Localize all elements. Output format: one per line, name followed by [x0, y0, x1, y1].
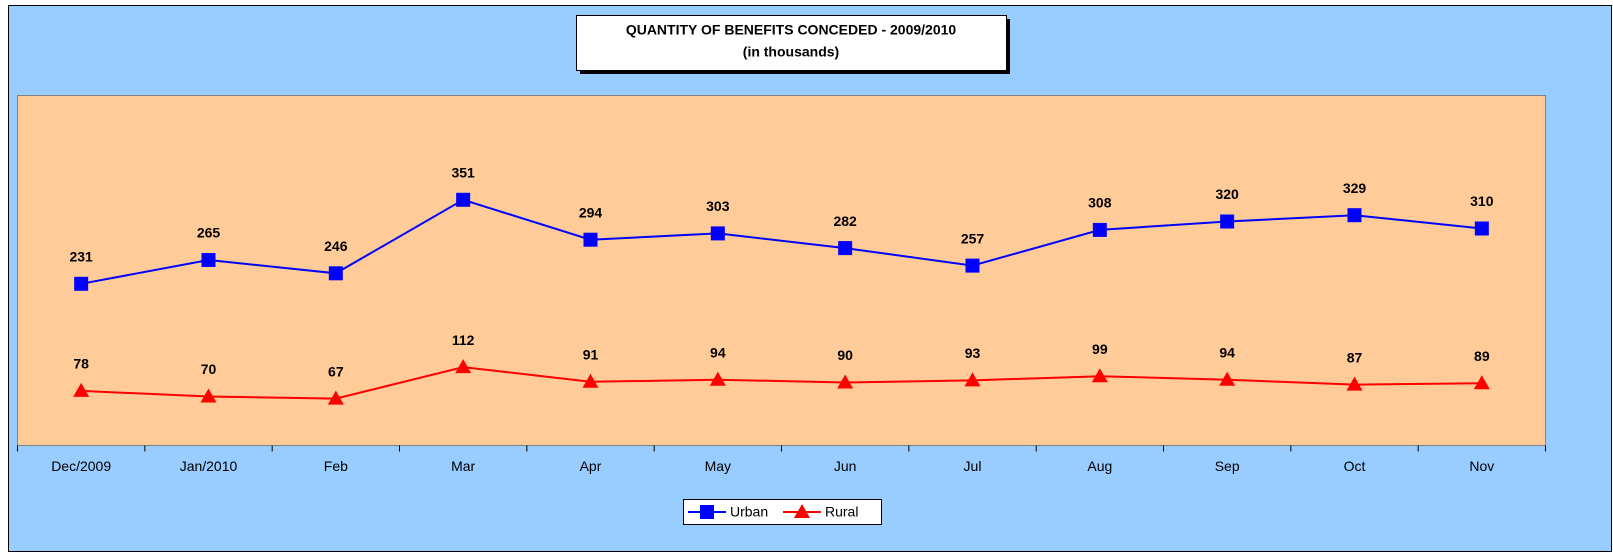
marker	[73, 382, 90, 397]
data-label: 265	[197, 225, 221, 241]
data-label: 231	[69, 249, 93, 265]
marker	[1219, 371, 1236, 386]
data-label: 91	[583, 347, 599, 363]
x-tick-label: Jan/2010	[180, 458, 238, 474]
marker	[201, 253, 216, 267]
marker	[710, 226, 725, 241]
chart-title: QUANTITY OF BENEFITS CONCEDED - 2009/201…	[626, 22, 957, 38]
data-label: 320	[1215, 186, 1239, 202]
data-label: 93	[965, 345, 981, 361]
x-tick-label: Sep	[1215, 458, 1240, 474]
x-tick-label: Oct	[1344, 458, 1366, 474]
marker	[964, 372, 981, 387]
marker	[456, 192, 471, 207]
chart-subtitle: (in thousands)	[743, 44, 839, 60]
data-label: 99	[1092, 341, 1108, 357]
data-label: 87	[1347, 349, 1363, 365]
marker	[74, 276, 89, 291]
data-label: 90	[837, 347, 853, 363]
data-label: 308	[1088, 195, 1112, 211]
series-line	[81, 366, 1482, 400]
marker	[200, 388, 217, 403]
title-box	[576, 15, 1007, 71]
marker	[583, 232, 598, 247]
marker	[328, 266, 343, 281]
marker	[1474, 221, 1489, 236]
x-tick-label: Mar	[451, 458, 475, 474]
plot-area	[17, 95, 1546, 446]
data-label: 294	[579, 204, 603, 220]
x-tick-label: Aug	[1087, 458, 1112, 474]
x-tick-label: Feb	[324, 458, 348, 474]
data-label: 303	[706, 198, 730, 214]
data-label: 329	[1343, 180, 1367, 196]
data-label: 351	[451, 165, 475, 181]
data-label: 310	[1470, 193, 1494, 209]
data-label: 94	[710, 344, 726, 360]
data-label: 67	[328, 363, 344, 379]
marker	[1473, 375, 1490, 390]
marker	[1092, 222, 1107, 237]
x-tick-label: Jul	[964, 458, 982, 474]
legend-marker	[794, 504, 810, 518]
x-tick-label: Jun	[834, 458, 857, 474]
x-tick-label: Nov	[1469, 458, 1494, 474]
legend-marker	[700, 505, 714, 519]
data-label: 246	[324, 238, 348, 254]
data-label: 70	[201, 361, 217, 377]
x-tick-label: Apr	[580, 458, 602, 474]
marker	[1091, 368, 1108, 383]
marker	[1347, 208, 1362, 223]
marker	[838, 241, 853, 256]
x-tick-label: May	[705, 458, 731, 474]
data-label: 94	[1219, 344, 1235, 360]
legend-label: Rural	[825, 504, 858, 520]
x-tick-label: Dec/2009	[51, 458, 111, 474]
marker	[327, 390, 344, 405]
data-label: 78	[73, 356, 89, 372]
marker	[582, 373, 599, 388]
marker	[1346, 376, 1363, 391]
data-label: 282	[833, 213, 857, 229]
marker	[455, 359, 472, 374]
series-line	[80, 198, 1482, 285]
data-label: 112	[452, 332, 475, 348]
marker	[1220, 214, 1235, 229]
data-label: 257	[961, 230, 985, 246]
marker	[965, 258, 980, 273]
data-label: 89	[1474, 348, 1490, 364]
marker	[709, 371, 726, 386]
legend-label: Urban	[730, 504, 768, 520]
marker	[837, 374, 854, 389]
